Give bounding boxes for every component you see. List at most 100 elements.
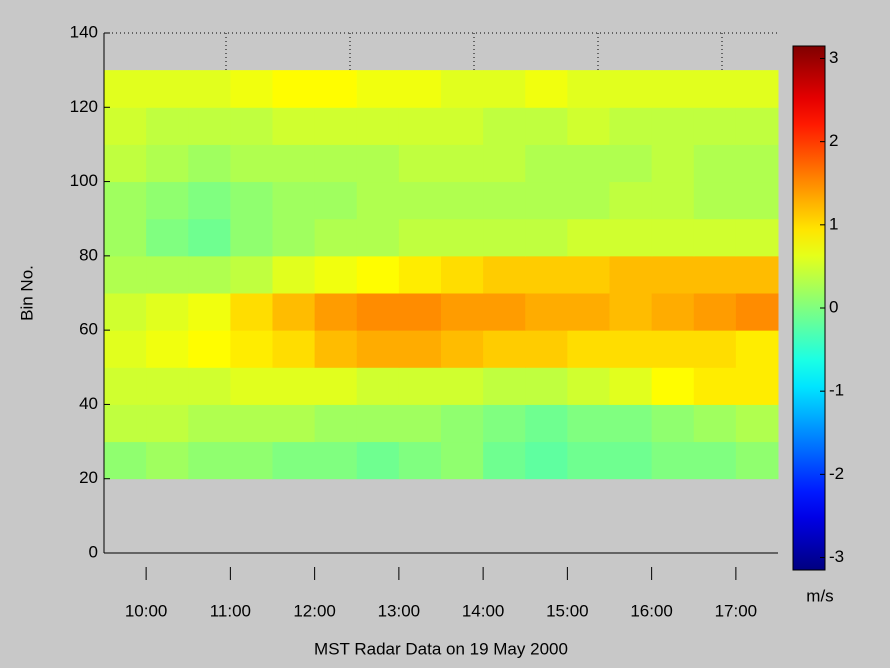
cell xyxy=(272,330,316,368)
cell xyxy=(398,404,442,443)
cell xyxy=(609,107,653,145)
cell xyxy=(356,181,400,220)
cell xyxy=(398,181,442,220)
cell xyxy=(441,367,484,405)
cell xyxy=(146,144,189,183)
cell xyxy=(230,441,273,480)
cell xyxy=(188,255,231,294)
cell xyxy=(230,218,273,257)
cell xyxy=(609,144,653,183)
cell xyxy=(693,70,737,108)
x-axis-label: MST Radar Data on 19 May 2000 xyxy=(314,639,568,658)
cell xyxy=(609,404,653,443)
cell xyxy=(188,70,231,108)
cell xyxy=(567,367,610,405)
cell xyxy=(188,218,231,257)
cell xyxy=(356,330,400,368)
cell xyxy=(356,404,400,443)
cell xyxy=(356,107,400,145)
colorbar-tick-label: 3 xyxy=(829,48,838,67)
cell xyxy=(735,330,779,368)
cell xyxy=(693,181,737,220)
cell xyxy=(104,70,147,108)
cell xyxy=(272,181,316,220)
cell xyxy=(104,255,147,294)
y-tick-label: 60 xyxy=(79,320,98,339)
cell xyxy=(441,293,484,331)
cell xyxy=(314,404,358,443)
cell xyxy=(525,218,568,257)
cell xyxy=(398,144,442,183)
cell xyxy=(188,404,231,443)
cell xyxy=(104,330,147,368)
y-tick-label: 0 xyxy=(89,542,98,561)
cell xyxy=(356,367,400,405)
colorbar-tick-label: -2 xyxy=(829,464,844,483)
cell xyxy=(651,404,695,443)
cell xyxy=(483,107,526,145)
cell xyxy=(693,218,737,257)
cell xyxy=(104,181,147,220)
y-tick-label: 80 xyxy=(79,245,98,264)
x-tick-label: 17:00 xyxy=(715,601,758,620)
y-axis-label: Bin No. xyxy=(17,265,36,321)
y-tick-label: 120 xyxy=(70,97,98,116)
cell xyxy=(356,255,400,294)
cell xyxy=(525,255,568,294)
cell xyxy=(693,293,737,331)
cell xyxy=(609,70,653,108)
cell xyxy=(272,404,316,443)
cell xyxy=(567,441,610,480)
cell xyxy=(735,255,779,294)
cell xyxy=(230,293,273,331)
cell xyxy=(104,404,147,443)
cell xyxy=(567,144,610,183)
cell xyxy=(146,441,189,480)
cell xyxy=(146,330,189,368)
colorbar-tick-label: -3 xyxy=(829,547,844,566)
cell xyxy=(314,70,358,108)
cell xyxy=(398,441,442,480)
cell xyxy=(272,255,316,294)
cell xyxy=(609,441,653,480)
cell xyxy=(314,107,358,145)
cell xyxy=(525,144,568,183)
cell xyxy=(356,218,400,257)
y-tick-label: 100 xyxy=(70,171,98,190)
colorbar-tick-label: -1 xyxy=(829,381,844,400)
x-tick-label: 14:00 xyxy=(462,601,505,620)
cell xyxy=(146,293,189,331)
cell xyxy=(525,404,568,443)
cell xyxy=(230,255,273,294)
cell xyxy=(693,367,737,405)
colorbar-tick-label: 1 xyxy=(829,214,838,233)
cell xyxy=(735,181,779,220)
x-tick-label: 10:00 xyxy=(125,601,168,620)
cell xyxy=(693,404,737,443)
cell xyxy=(735,70,779,108)
x-tick-label: 16:00 xyxy=(630,601,673,620)
cell xyxy=(693,255,737,294)
cell xyxy=(104,293,147,331)
cell xyxy=(483,255,526,294)
x-tick-label: 15:00 xyxy=(546,601,589,620)
cell xyxy=(441,144,484,183)
cell xyxy=(735,107,779,145)
cell xyxy=(567,218,610,257)
cell xyxy=(188,367,231,405)
cell xyxy=(693,441,737,480)
cell xyxy=(188,330,231,368)
x-tick-label: 12:00 xyxy=(293,601,336,620)
cell xyxy=(735,218,779,257)
cell xyxy=(104,367,147,405)
cell xyxy=(441,441,484,480)
cell xyxy=(146,70,189,108)
x-tick-label: 11:00 xyxy=(210,601,251,620)
cell xyxy=(441,181,484,220)
cell xyxy=(314,330,358,368)
cell xyxy=(735,404,779,443)
colorbar-tick-label: 2 xyxy=(829,131,838,150)
cell xyxy=(651,330,695,368)
cell xyxy=(314,293,358,331)
cell xyxy=(693,330,737,368)
